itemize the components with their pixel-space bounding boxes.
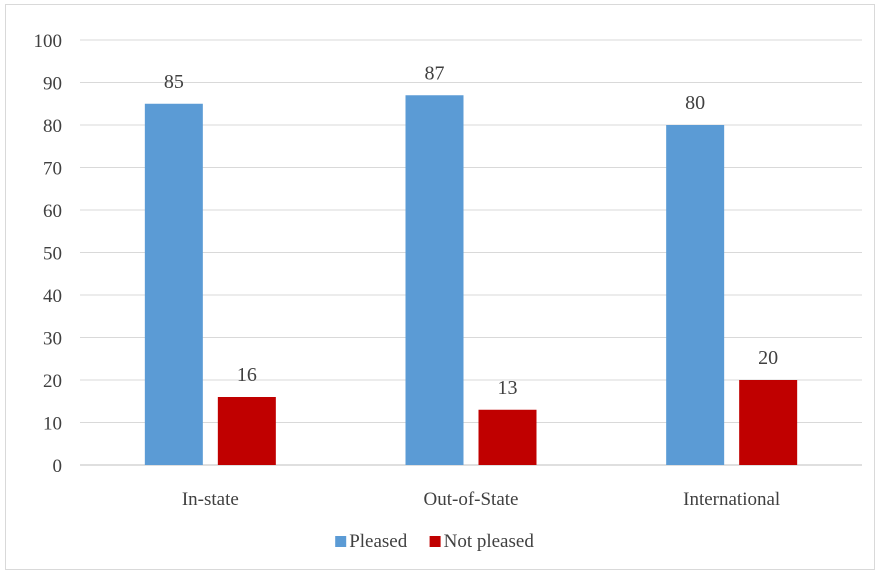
legend-swatch-pleased (335, 536, 347, 547)
grid-layer (80, 39, 862, 466)
legend-swatch-not-pleased (429, 536, 441, 547)
y-tick-label: 10 (43, 414, 62, 435)
y-tick-label: 70 (43, 159, 62, 180)
bars-layer (144, 95, 798, 465)
y-tick-label: 90 (43, 74, 62, 95)
data-label-not-pleased: 16 (237, 364, 257, 386)
data-label-pleased: 87 (425, 62, 445, 84)
y-tick-label: 40 (43, 286, 62, 307)
data-label-not-pleased: 13 (498, 377, 518, 399)
data-label-pleased: 85 (164, 71, 184, 93)
bar-pleased (666, 125, 725, 465)
y-tick-label: 60 (43, 201, 62, 222)
y-tick-label: 0 (53, 456, 63, 477)
legend-label-pleased: Pleased (349, 531, 408, 552)
y-tick-label: 80 (43, 116, 62, 137)
legend: Pleased Not pleased (335, 531, 534, 552)
bar-pleased (405, 95, 464, 465)
legend-label-not-pleased: Not pleased (444, 531, 535, 552)
bar-pleased (144, 103, 203, 465)
x-category-label: Out-of-State (424, 489, 519, 510)
labels-layer: 0 10 20 30 40 50 60 70 80 90 100 85 16 In-state 87 13 Ou… (34, 31, 781, 510)
bar-not-pleased (739, 380, 798, 465)
bar-not-pleased (217, 397, 276, 465)
y-tick-label: 100 (34, 31, 63, 52)
y-tick-label: 50 (43, 244, 62, 265)
x-category-label: International (683, 489, 780, 510)
data-label-not-pleased: 20 (758, 347, 778, 369)
bar-not-pleased (478, 409, 537, 465)
x-category-label: In-state (182, 489, 239, 510)
y-tick-label: 20 (43, 371, 62, 392)
data-label-pleased: 80 (685, 92, 705, 114)
y-tick-label: 30 (43, 329, 62, 350)
